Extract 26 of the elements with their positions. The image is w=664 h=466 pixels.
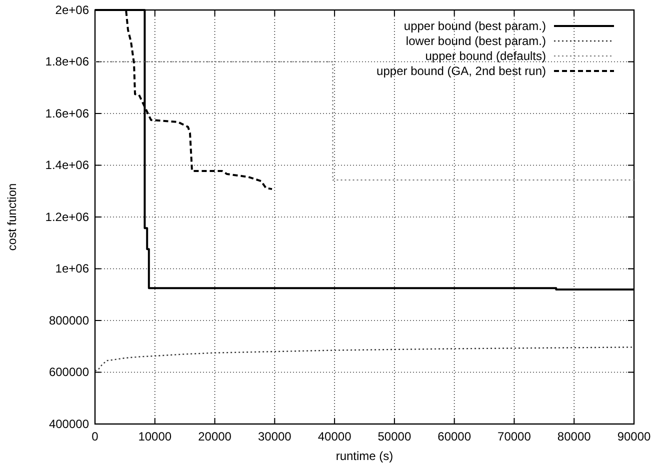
x-tick-label: 30000 (258, 430, 292, 444)
x-tick-label: 70000 (498, 430, 532, 444)
legend-label: upper bound (defaults) (425, 49, 546, 63)
y-tick-label: 1.4e+06 (45, 158, 90, 172)
x-tick-label: 40000 (318, 430, 352, 444)
legend-label: upper bound (GA, 2nd best run) (376, 64, 546, 78)
x-axis-title: runtime (s) (336, 449, 394, 463)
x-tick-label: 0 (92, 430, 99, 444)
y-tick-label: 1e+06 (55, 262, 90, 276)
x-tick-label: 50000 (378, 430, 412, 444)
y-tick-label: 600000 (48, 365, 90, 380)
x-tick-label: 80000 (557, 430, 592, 444)
x-tick-label: 20000 (198, 430, 232, 444)
y-tick-label: 1.8e+06 (45, 54, 90, 69)
y-tick-label: 800000 (48, 313, 90, 328)
y-axis-title: cost function (5, 183, 19, 251)
x-tick-label: 60000 (438, 430, 472, 444)
line-series (95, 346, 634, 372)
y-tick-label: 2e+06 (55, 2, 90, 17)
x-tick-label: 10000 (138, 430, 172, 444)
y-tick-label: 1.2e+06 (45, 210, 90, 224)
x-tick-label: 90000 (617, 430, 652, 444)
y-tick-label: 400000 (48, 416, 90, 431)
y-tick-label: 1.6e+06 (45, 106, 90, 120)
legend-label: lower bound (best param.) (406, 34, 546, 48)
legend-label: upper bound (best param.) (404, 19, 546, 33)
